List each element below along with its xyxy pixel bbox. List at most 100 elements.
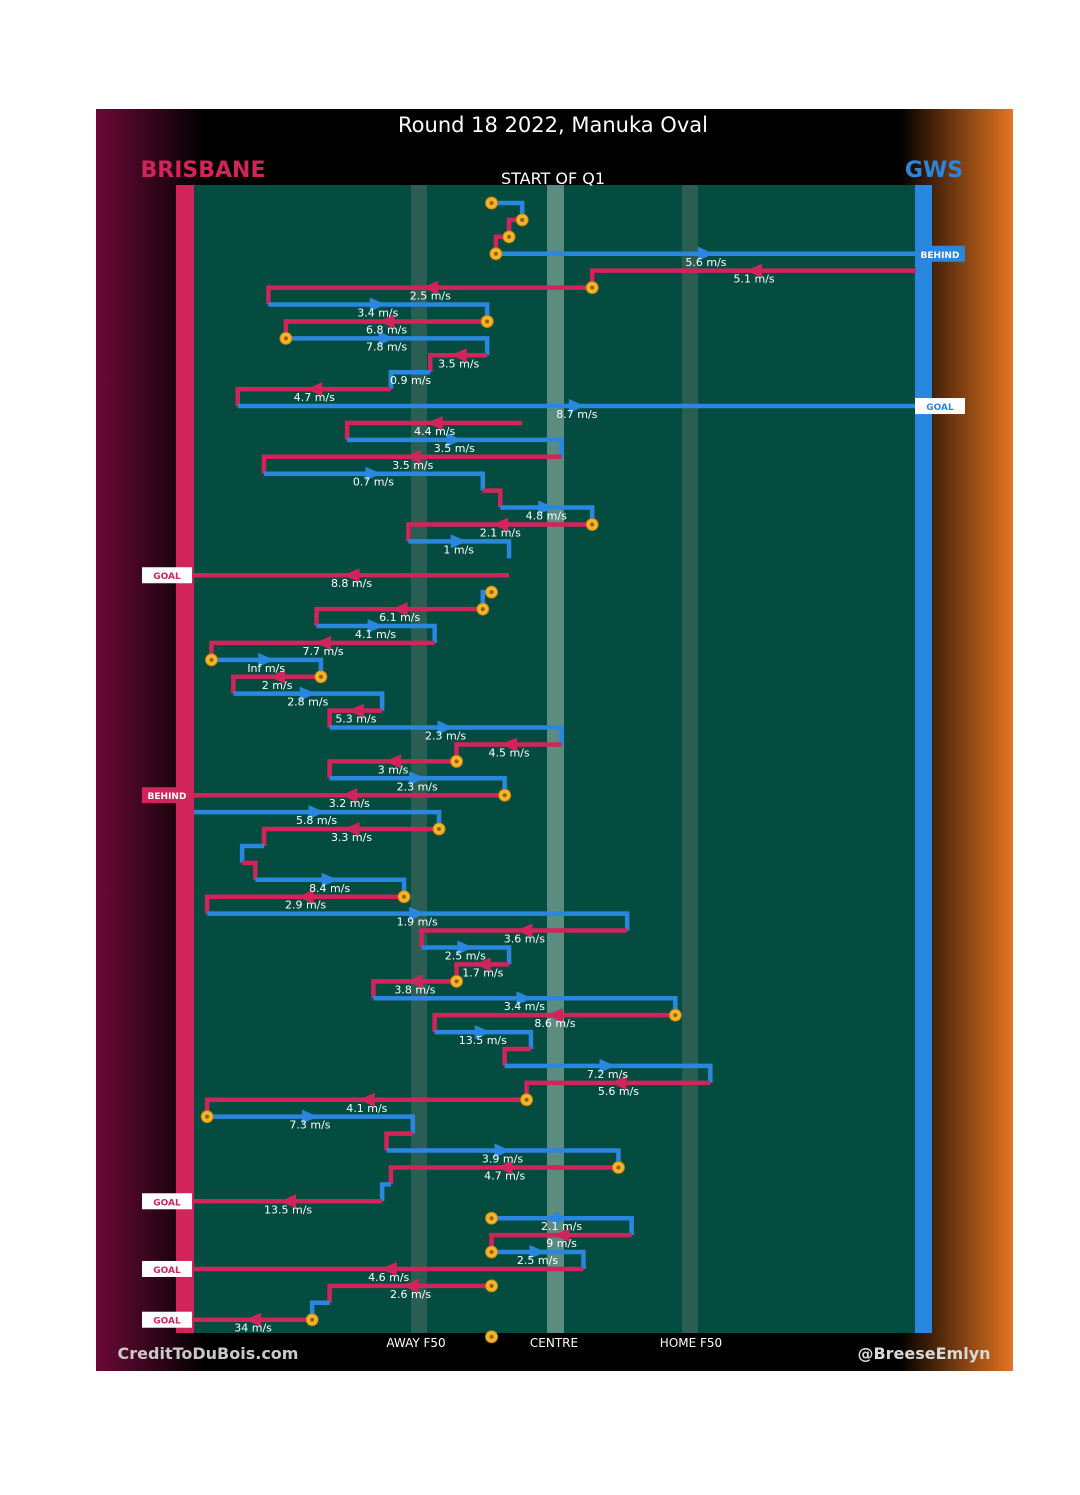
chain-arrow-30 [437,720,454,735]
chain-path-42 [419,928,628,948]
speed-label-10: 0.9 m/s [390,374,431,387]
speed-label-39: 8.4 m/s [309,882,350,895]
chain-arrow-19 [492,517,509,532]
chain-arrow-14 [446,432,463,447]
chain-arrow-24 [367,619,384,633]
chain-path-41 [207,911,630,931]
chain-arrow-31 [501,737,518,752]
speed-label-23: 6.1 m/s [379,611,420,624]
chain-path-50 [504,1063,713,1083]
chain-arrow-36 [343,822,360,837]
chain-arrow-4 [746,263,763,278]
chain-path-5 [266,285,593,305]
chain-arrow-3 [697,246,714,261]
chain-arrow-42 [516,923,533,938]
speed-label-4: 5.1 m/s [734,273,775,286]
chain-path-16 [264,471,486,491]
chain-path-48 [434,1029,534,1049]
speed-label-55: 3.9 m/s [482,1153,523,1166]
chain-arrow-35 [308,805,325,820]
chain-path-53 [207,1114,416,1134]
possession-marker-dot-22 [489,590,494,595]
right-team-name: GWS [905,158,963,183]
chain-arrow-7 [378,314,395,329]
chain-arrow-52 [358,1092,375,1107]
result-label-3: BEHIND [921,251,960,261]
chain-path-13 [344,420,523,440]
chain-arrow-8 [378,331,395,346]
speed-label-53: 7.3 m/s [289,1119,330,1132]
speed-label-48: 13.5 m/s [459,1034,507,1047]
away-f50-label: AWAY F50 [386,1336,445,1350]
chain-arrow-23 [391,602,408,617]
chain-arrow-53 [301,1109,318,1124]
possession-marker-dot-47 [673,1013,678,1018]
possession-marker-dot-1 [520,217,525,222]
speed-label-31: 4.5 m/s [488,746,529,759]
speed-label-46: 3.4 m/s [504,1000,545,1013]
chain-arrow-5 [422,280,439,295]
possession-marker-dot-56 [616,1165,621,1170]
chain-path-45 [371,979,457,999]
speed-label-34: 3.2 m/s [329,797,370,810]
result-badge-3 [915,245,965,262]
chain-arrow-51 [610,1075,627,1090]
speed-label-41: 1.9 m/s [397,916,438,929]
left-team-name: BRISBANE [141,158,266,183]
gws-goal-line [915,185,932,1333]
speed-label-56: 4.7 m/s [484,1169,525,1182]
chain-arrow-40 [297,889,314,904]
speed-label-28: 2.8 m/s [287,696,328,709]
chain-path-23 [314,606,483,626]
chain-path-43 [421,945,512,965]
result-badge-21 [142,567,192,584]
chain-arrow-47 [547,1008,563,1023]
speed-label-51: 5.6 m/s [598,1085,639,1098]
speed-label-62: 4.6 m/s [368,1271,409,1284]
chain-arrow-32 [385,754,402,769]
chain-path-11 [235,386,391,407]
chain-path-8 [285,336,490,356]
speed-label-19: 2.1 m/s [480,526,521,539]
chain-path-10 [388,369,431,390]
speed-label-8: 7.8 m/s [366,340,407,353]
home-f50-band [682,185,698,1333]
speed-label-59: 2.1 m/s [541,1220,582,1233]
chain-arrow-48 [474,1025,491,1040]
speed-label-3: 5.6 m/s [685,256,726,269]
speed-label-18: 4.8 m/s [526,510,567,523]
chain-arrow-59 [553,1211,570,1226]
chain-path-15 [261,454,562,474]
chain-path-14 [347,437,564,457]
chain-path-24 [316,623,437,643]
chain-path-36 [261,826,440,846]
speed-label-20: 1 m/s [443,543,474,556]
chain-arrow-33 [409,771,426,786]
speed-label-44: 1.7 m/s [462,966,503,979]
chain-arrow-16 [365,466,382,481]
chain-arrow-9 [450,348,467,363]
quarter-label: START OF Q1 [501,169,605,188]
speed-label-12: 8.7 m/s [556,408,597,421]
possession-marker-dot-63 [489,1283,494,1288]
chain-arrow-28 [299,686,316,701]
speed-label-63: 2.6 m/s [390,1288,431,1301]
result-label-62: GOAL [153,1266,181,1276]
speed-label-7: 6.8 m/s [366,323,407,336]
result-badge-34 [142,787,192,804]
result-label-58: GOAL [153,1198,181,1208]
chain-arrow-15 [404,449,421,464]
possession-marker-dot-27 [318,674,323,679]
result-label-34: BEHIND [148,792,187,802]
chain-arrow-58 [280,1194,297,1209]
footer-handle: @BreeseEmlyn [857,1344,990,1363]
possession-marker-dot-8 [283,336,288,341]
chain-arrow-61 [529,1245,546,1260]
chain-arrow-50 [599,1058,616,1073]
possession-marker-dot-23 [480,607,485,612]
chain-path-19 [406,522,593,542]
result-badge-58 [142,1193,192,1210]
chain-path-61 [491,1249,586,1269]
chain-arrow-21 [343,568,360,583]
